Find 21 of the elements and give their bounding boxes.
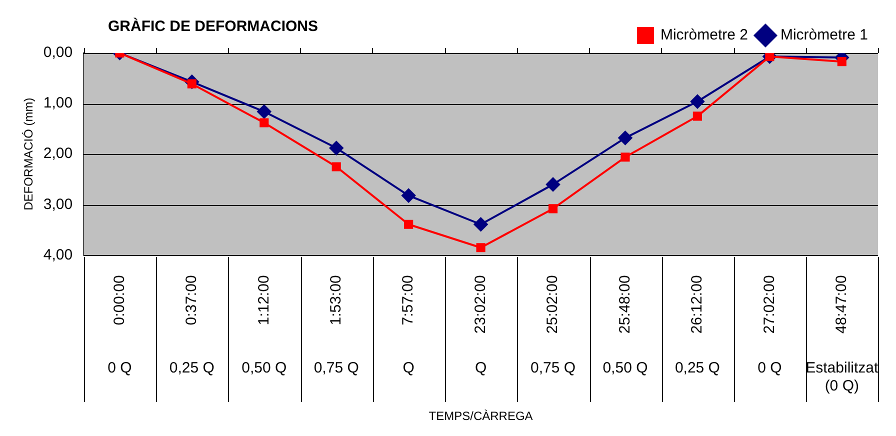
category-label: 7:57:00 Q <box>400 275 417 377</box>
chart-title: GRÀFIC DE DEFORMACIONS <box>108 18 318 35</box>
legend-label: Micròmetre 1 <box>780 26 868 44</box>
category-label: 26:12:00 0,25 Q <box>674 275 720 377</box>
y-tick-label: 3,00 <box>43 196 73 213</box>
legend-label: Micròmetre 2 <box>660 26 748 44</box>
category-label: 25:48:00 0,50 Q <box>602 275 648 377</box>
category-label: 1:53:00 0,75 Q <box>314 275 359 377</box>
category-label: 1:12:00 0,50 Q <box>242 275 287 377</box>
category-label: 48:47:00 Estabilitzat (0 Q) <box>806 275 878 395</box>
category-label: 27:02:00 0 Q <box>758 275 782 377</box>
y-tick-label: 4,00 <box>43 246 73 264</box>
category-label: 0:00:00 0 Q <box>108 275 132 377</box>
y-tick-label: 1,00 <box>43 94 73 112</box>
category-label: 0:37:00 0,25 Q <box>169 275 214 377</box>
y-tick-label: 0,00 <box>43 44 73 62</box>
y-axis-title: DEFORMACIÓ (mm) <box>22 98 36 210</box>
category-label: 23:02:00 Q <box>472 275 489 377</box>
category-label: 25:02:00 0,75 Q <box>530 275 576 377</box>
text: TEMPS/CÀRREGA <box>428 409 533 424</box>
y-tick-label: 2,00 <box>43 145 73 162</box>
